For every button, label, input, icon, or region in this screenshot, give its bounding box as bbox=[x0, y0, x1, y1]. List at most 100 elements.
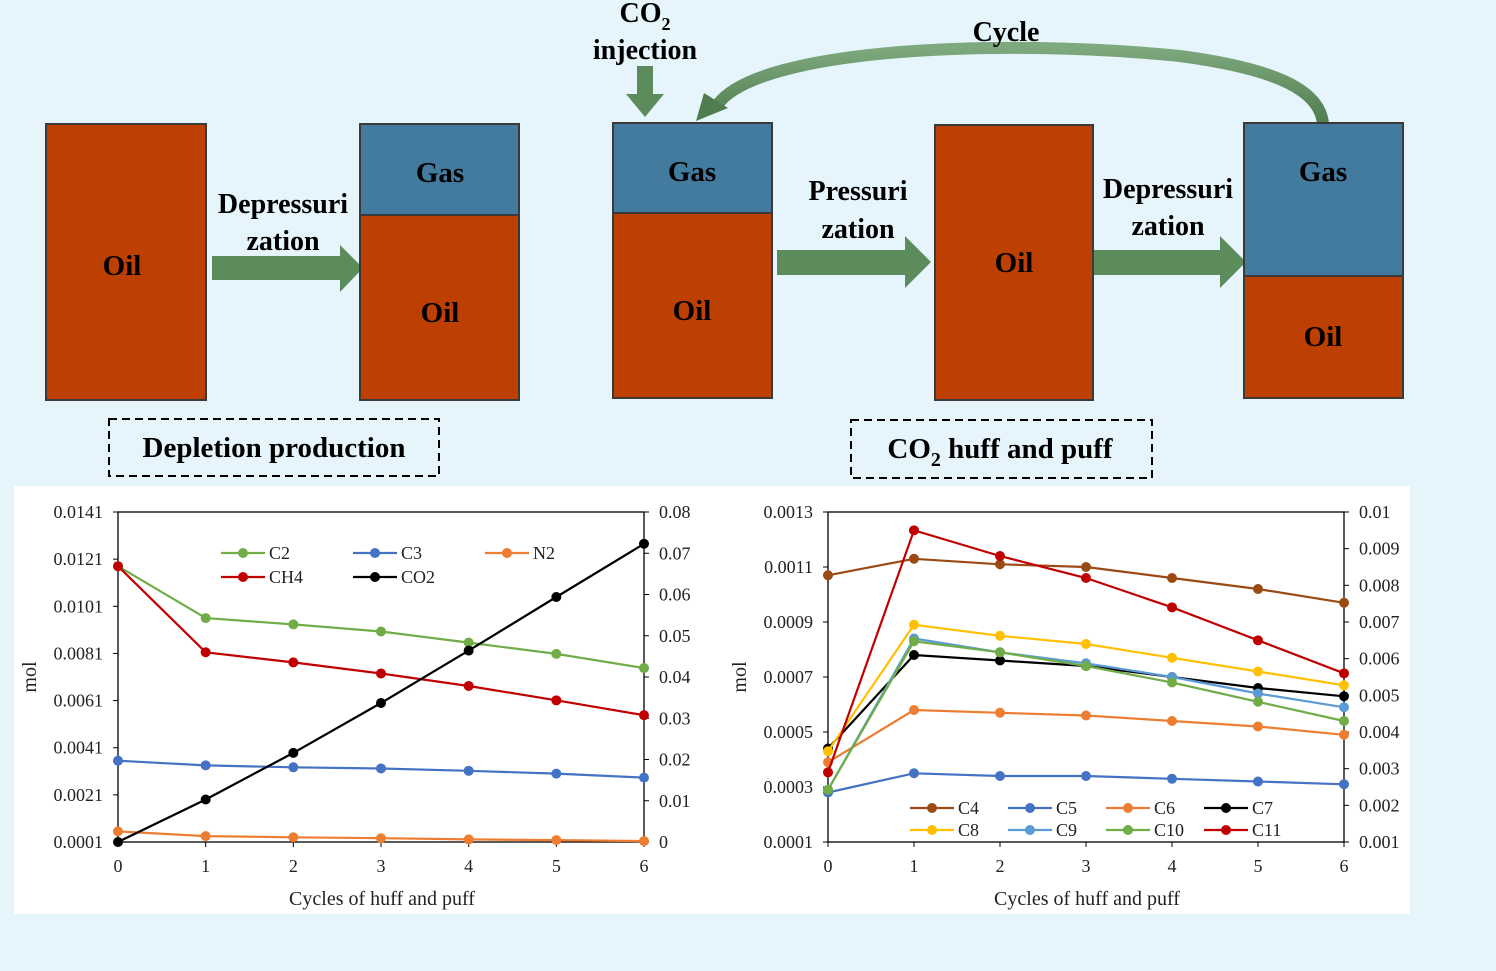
pressurized-oil-label: Oil bbox=[995, 247, 1034, 279]
depressurization2-label-line1: Depressuri bbox=[1103, 174, 1233, 205]
depletion-gas-block bbox=[359, 123, 520, 216]
x-tick-label: 5 bbox=[1254, 856, 1263, 876]
data-point-c6 bbox=[1339, 729, 1349, 740]
data-point-ch4 bbox=[551, 695, 562, 706]
data-point-c7 bbox=[1339, 691, 1349, 702]
left-tick-label: 0.0081 bbox=[54, 643, 104, 663]
data-point-ch4 bbox=[200, 647, 211, 658]
legend-label-c3: C3 bbox=[401, 543, 422, 563]
legend-label-ch4: CH4 bbox=[269, 567, 303, 587]
data-point-n2 bbox=[639, 836, 649, 847]
injection-gas-label: Gas bbox=[668, 156, 716, 188]
data-point-c11 bbox=[823, 767, 833, 778]
left-tick-label: 0.0041 bbox=[54, 738, 104, 758]
legend-marker-c2 bbox=[238, 548, 248, 558]
legend-marker-c9 bbox=[1025, 825, 1035, 835]
x-tick-label: 1 bbox=[201, 856, 210, 876]
data-point-n2 bbox=[200, 831, 211, 842]
legend-marker-ch4 bbox=[238, 572, 248, 582]
data-point-c4 bbox=[1081, 562, 1091, 572]
data-point-c3 bbox=[463, 765, 474, 776]
data-point-c6 bbox=[909, 705, 919, 715]
right-tick-label: 0.06 bbox=[659, 585, 691, 605]
left-tick-label: 0.0007 bbox=[764, 667, 814, 687]
x-tick-label: 3 bbox=[1082, 856, 1091, 876]
data-point-co2 bbox=[551, 591, 562, 602]
data-point-c3 bbox=[639, 772, 649, 783]
data-point-c4 bbox=[909, 553, 919, 564]
legend-marker-c3 bbox=[370, 548, 380, 558]
right-tick-label: 0.02 bbox=[659, 750, 691, 770]
right-tick-label: 0.001 bbox=[1359, 832, 1400, 852]
data-point-n2 bbox=[551, 835, 562, 846]
chart1-y-axis-title: mol bbox=[19, 661, 41, 693]
data-point-c7 bbox=[995, 655, 1005, 666]
data-point-n2 bbox=[113, 826, 123, 837]
initial-oil-label: Oil bbox=[103, 250, 142, 282]
data-point-c2 bbox=[376, 626, 386, 637]
left-tick-label: 0.0005 bbox=[764, 722, 814, 742]
legend-label-c8: C8 bbox=[958, 820, 979, 840]
injection-label-line2: injection bbox=[593, 35, 698, 66]
chart2-y-axis-title: mol bbox=[729, 661, 751, 693]
legend-label-c6: C6 bbox=[1154, 798, 1175, 818]
x-tick-label: 2 bbox=[289, 856, 298, 876]
data-point-c8 bbox=[909, 619, 919, 630]
data-point-c2 bbox=[200, 613, 211, 624]
legend-label-n2: N2 bbox=[533, 543, 555, 563]
left-tick-label: 0.0121 bbox=[54, 549, 104, 569]
data-point-c4 bbox=[1167, 573, 1177, 583]
right-tick-label: 0.08 bbox=[659, 502, 691, 522]
right-tick-label: 0.009 bbox=[1359, 539, 1400, 559]
left-tick-label: 0.0001 bbox=[764, 832, 814, 852]
legend-marker-c7 bbox=[1221, 803, 1231, 813]
left-tick-label: 0.0013 bbox=[764, 502, 814, 522]
pressurization-label-line2: zation bbox=[821, 214, 895, 245]
data-point-c4 bbox=[823, 570, 833, 581]
data-point-co2 bbox=[639, 538, 649, 549]
x-tick-label: 1 bbox=[910, 856, 919, 876]
x-tick-label: 2 bbox=[996, 856, 1005, 876]
legend-label-c10: C10 bbox=[1154, 820, 1184, 840]
data-point-c10 bbox=[1081, 661, 1091, 671]
depletion-gas-label: Gas bbox=[416, 157, 464, 189]
right-tick-label: 0.01 bbox=[659, 791, 691, 811]
right-tick-label: 0.002 bbox=[1359, 795, 1400, 815]
data-point-co2 bbox=[288, 747, 299, 758]
legend-label-c11: C11 bbox=[1252, 820, 1281, 840]
data-point-c6 bbox=[1081, 710, 1091, 721]
data-point-n2 bbox=[376, 833, 386, 844]
data-point-c8 bbox=[1339, 680, 1349, 691]
injection-arrow bbox=[626, 66, 664, 117]
final-gas-block bbox=[1243, 122, 1404, 277]
data-point-c10 bbox=[1253, 696, 1263, 707]
x-tick-label: 4 bbox=[1168, 856, 1177, 876]
x-tick-label: 4 bbox=[464, 856, 473, 876]
depressurization-label-line1: Depressuri bbox=[218, 189, 348, 220]
initial-oil-block bbox=[45, 123, 207, 401]
data-point-c2 bbox=[288, 619, 299, 630]
data-point-c10 bbox=[909, 636, 919, 647]
chart2-x-axis-title: Cycles of huff and puff bbox=[994, 888, 1180, 910]
data-point-c3 bbox=[200, 760, 211, 771]
data-point-c10 bbox=[1339, 716, 1349, 726]
data-point-ch4 bbox=[288, 657, 299, 668]
data-point-c4 bbox=[1339, 597, 1349, 608]
chart-light-components: 0.01410.01210.01010.00810.00610.00410.00… bbox=[19, 502, 691, 910]
data-point-c8 bbox=[823, 746, 833, 757]
data-point-c6 bbox=[1167, 716, 1177, 726]
x-tick-label: 5 bbox=[552, 856, 561, 876]
data-point-ch4 bbox=[639, 710, 649, 721]
x-tick-label: 0 bbox=[114, 856, 123, 876]
x-tick-label: 6 bbox=[640, 856, 649, 876]
right-tick-label: 0.008 bbox=[1359, 575, 1400, 595]
data-point-c3 bbox=[113, 755, 123, 766]
right-tick-label: 0 bbox=[659, 832, 668, 852]
cycle-arrow-head bbox=[696, 93, 728, 121]
right-tick-label: 0.05 bbox=[659, 626, 691, 646]
final-oil-block bbox=[1243, 275, 1404, 399]
depletion-caption: Depletion production bbox=[143, 432, 406, 464]
depletion-oil-label: Oil bbox=[421, 297, 460, 329]
depressurization-arrow-2 bbox=[1094, 236, 1246, 288]
